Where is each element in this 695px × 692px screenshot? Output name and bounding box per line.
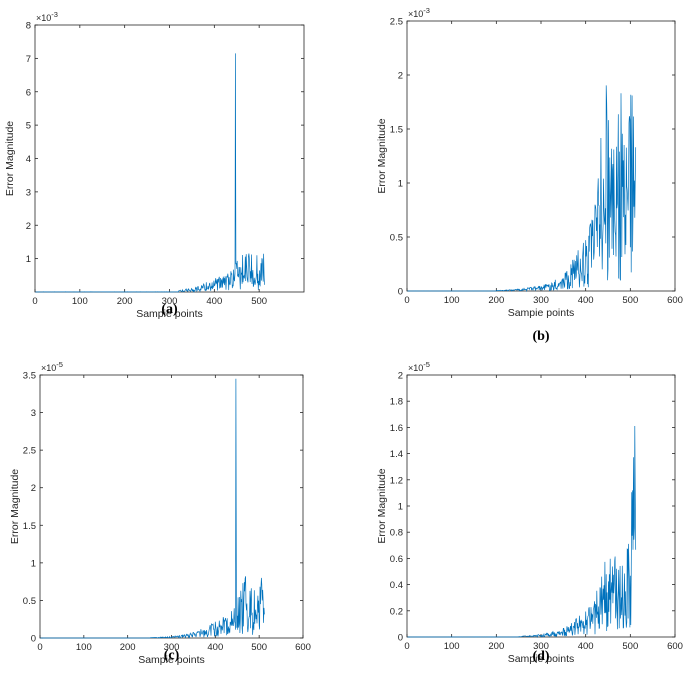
y-tick-label: 0.4 bbox=[390, 580, 403, 591]
x-tick-label: 0 bbox=[404, 641, 409, 652]
x-tick-label: 500 bbox=[251, 296, 267, 307]
x-tick-label: 600 bbox=[295, 642, 311, 653]
error-series-line bbox=[407, 85, 637, 293]
x-tick-label: 100 bbox=[444, 295, 460, 306]
y-tick-label: 2 bbox=[26, 221, 31, 232]
y-tick-label: 1 bbox=[31, 558, 36, 569]
y-tick-label: 1.6 bbox=[390, 423, 403, 434]
y-tick-label: 0.8 bbox=[390, 528, 403, 539]
x-tick-label: 400 bbox=[578, 641, 594, 652]
y-tick-label: 0 bbox=[31, 634, 36, 645]
y-tick-label: 8 bbox=[26, 21, 31, 32]
x-tick-label: 400 bbox=[578, 295, 594, 306]
y-tick-label: 3.5 bbox=[23, 371, 36, 382]
panel-caption: (b) bbox=[532, 329, 549, 344]
x-tick-label: 600 bbox=[667, 641, 683, 652]
x-tick-label: 400 bbox=[207, 642, 223, 653]
x-tick-label: 200 bbox=[488, 641, 504, 652]
y-tick-label: 6 bbox=[26, 87, 31, 98]
x-tick-label: 300 bbox=[533, 641, 549, 652]
x-tick-label: 200 bbox=[120, 642, 136, 653]
y-tick-label: 1.5 bbox=[390, 125, 403, 136]
x-tick-label: 200 bbox=[117, 296, 133, 307]
y-tick-label: 7 bbox=[26, 54, 31, 65]
panel-caption: (a) bbox=[161, 302, 178, 317]
y-tick-label: 4 bbox=[26, 154, 31, 165]
y-tick-label: 2 bbox=[31, 483, 36, 494]
y-tick-label: 1.4 bbox=[390, 449, 403, 460]
y-exponent-label: ×10-3 bbox=[36, 10, 58, 23]
y-exponent-label: ×10-3 bbox=[408, 6, 430, 19]
y-tick-label: 0.6 bbox=[390, 554, 403, 565]
error-series-line bbox=[407, 425, 637, 639]
error-series-line bbox=[35, 53, 265, 293]
x-tick-label: 0 bbox=[32, 296, 37, 307]
x-tick-label: 400 bbox=[206, 296, 222, 307]
x-tick-label: 100 bbox=[444, 641, 460, 652]
panel-caption: (d) bbox=[532, 649, 549, 664]
y-tick-label: 3 bbox=[26, 187, 31, 198]
x-tick-label: 0 bbox=[37, 642, 42, 653]
plot-area bbox=[406, 20, 676, 292]
y-exponent-label: ×10-5 bbox=[408, 360, 430, 373]
x-tick-label: 600 bbox=[667, 295, 683, 306]
y-tick-label: 2 bbox=[398, 371, 403, 382]
y-exponent-label: ×10-5 bbox=[41, 360, 63, 373]
y-tick-label: 1 bbox=[398, 179, 403, 190]
chart-panel-b: 0 100 200 300 400 500 600 0 0.5 1 1.5 2 2.5 ×10-3 Samp… bbox=[376, 6, 683, 344]
x-tick-label: 300 bbox=[164, 642, 180, 653]
y-tick-label: 1.8 bbox=[390, 397, 403, 408]
plot-area bbox=[34, 24, 305, 293]
y-tick-label: 1.5 bbox=[23, 521, 36, 532]
chart-panel-c: 0 100 200 300 400 500 600 0 0.5 1 1.5 2 2.5 3 3.5 ×10-5… bbox=[9, 360, 311, 666]
y-axis-label: Error Magnitude bbox=[376, 468, 388, 543]
plot-area bbox=[39, 374, 304, 639]
x-axis-label: Sampie points bbox=[138, 654, 205, 666]
y-tick-label: 1.2 bbox=[390, 475, 403, 486]
y-tick-label: 0.2 bbox=[390, 606, 403, 617]
x-axis-label: Sampie points bbox=[508, 307, 575, 319]
y-tick-label: 1 bbox=[398, 502, 403, 513]
y-axis-label: Error Magnitude bbox=[4, 121, 16, 196]
x-tick-label: 300 bbox=[162, 296, 178, 307]
panel-caption: (c) bbox=[164, 648, 180, 663]
y-tick-label: 0.5 bbox=[23, 596, 36, 607]
y-tick-label: 2 bbox=[398, 71, 403, 82]
y-tick-label: 2.5 bbox=[23, 446, 36, 457]
x-tick-label: 0 bbox=[404, 295, 409, 306]
y-tick-label: 0.5 bbox=[390, 233, 403, 244]
chart-panel-d: 0 100 200 300 400 500 600 0 0.2 0.4 0.6 0.8 1 1.2 1.4 1… bbox=[376, 360, 683, 665]
x-tick-label: 500 bbox=[622, 641, 638, 652]
x-tick-label: 300 bbox=[533, 295, 549, 306]
x-tick-label: 100 bbox=[72, 296, 88, 307]
x-tick-label: 500 bbox=[251, 642, 267, 653]
x-tick-label: 200 bbox=[488, 295, 504, 306]
y-tick-label: 2.5 bbox=[390, 17, 403, 28]
y-tick-label: 3 bbox=[31, 408, 36, 419]
x-axis-label: Sampie points bbox=[508, 653, 575, 665]
x-axis-label: Sampie points bbox=[136, 308, 203, 320]
chart-panel-a: 0 100 200 300 400 500 1 2 3 4 5 6 7 8 ×10-3 Sampie poin… bbox=[4, 10, 305, 320]
y-axis-label: Error Magnitude bbox=[9, 469, 21, 544]
y-tick-label: 0 bbox=[398, 633, 403, 644]
y-tick-label: 5 bbox=[26, 121, 31, 132]
error-series-line bbox=[40, 378, 265, 639]
x-tick-label: 100 bbox=[76, 642, 92, 653]
y-tick-label: 0 bbox=[398, 287, 403, 298]
y-tick-label: 1 bbox=[26, 254, 31, 265]
y-axis-label: Error Magnitude bbox=[376, 118, 388, 193]
x-tick-label: 500 bbox=[622, 295, 638, 306]
